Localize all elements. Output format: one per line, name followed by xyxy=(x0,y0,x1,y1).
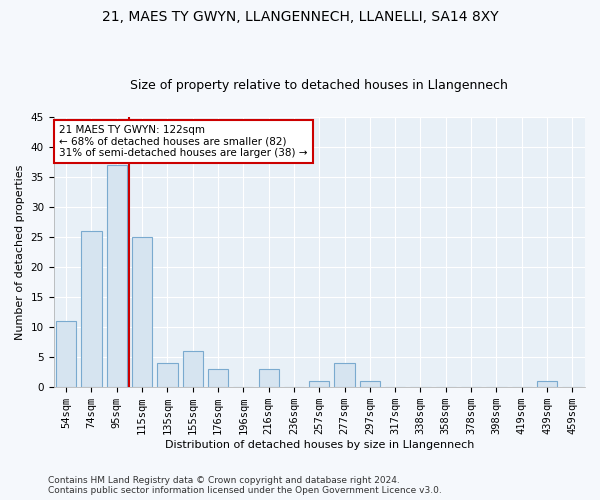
Bar xyxy=(259,369,279,387)
Bar xyxy=(360,381,380,387)
Text: Contains HM Land Registry data © Crown copyright and database right 2024.
Contai: Contains HM Land Registry data © Crown c… xyxy=(48,476,442,495)
Bar xyxy=(56,321,76,387)
Bar xyxy=(208,369,228,387)
Bar xyxy=(157,363,178,387)
Bar xyxy=(132,237,152,387)
Bar xyxy=(82,231,101,387)
Title: Size of property relative to detached houses in Llangennech: Size of property relative to detached ho… xyxy=(130,79,508,92)
Bar xyxy=(107,165,127,387)
Bar xyxy=(309,381,329,387)
Text: 21 MAES TY GWYN: 122sqm
← 68% of detached houses are smaller (82)
31% of semi-de: 21 MAES TY GWYN: 122sqm ← 68% of detache… xyxy=(59,125,307,158)
Y-axis label: Number of detached properties: Number of detached properties xyxy=(15,164,25,340)
X-axis label: Distribution of detached houses by size in Llangennech: Distribution of detached houses by size … xyxy=(164,440,474,450)
Text: 21, MAES TY GWYN, LLANGENNECH, LLANELLI, SA14 8XY: 21, MAES TY GWYN, LLANGENNECH, LLANELLI,… xyxy=(101,10,499,24)
Bar xyxy=(537,381,557,387)
Bar xyxy=(182,351,203,387)
Bar xyxy=(334,363,355,387)
